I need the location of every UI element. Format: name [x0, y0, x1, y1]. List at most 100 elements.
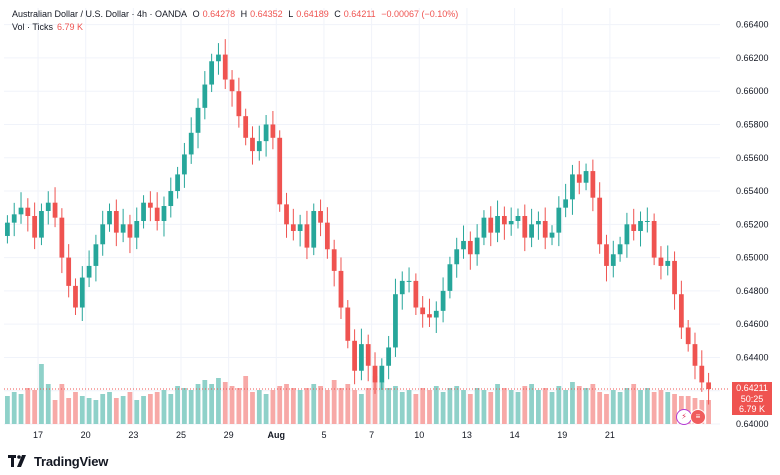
candle-body [216, 54, 221, 62]
candle-body [222, 54, 228, 80]
volume-bar [39, 364, 44, 424]
candle-body [25, 207, 31, 216]
candle-body [250, 137, 255, 152]
candle-body [161, 206, 167, 221]
volume-bar [209, 384, 215, 424]
volume-bar [290, 388, 296, 424]
candle-body [542, 220, 548, 238]
candle-body [508, 220, 514, 225]
volume-bar [250, 392, 255, 424]
candle-body [182, 154, 187, 175]
y-tick-label: 0.65800 [736, 119, 769, 129]
volume-bar [263, 394, 269, 424]
volume-bar [25, 388, 31, 424]
volume-bar [488, 392, 494, 424]
volume-bar [651, 392, 657, 424]
volume-bar [590, 384, 596, 424]
candle-body [134, 220, 140, 238]
us-flag-icon[interactable]: ≡ [690, 409, 706, 425]
candle-body [338, 270, 344, 308]
candle-body [11, 214, 17, 223]
volume-bar [610, 390, 616, 424]
candle-body [651, 220, 657, 258]
volume-bar [399, 392, 405, 424]
y-tick-label: 0.64800 [736, 286, 769, 296]
volume-bar [549, 392, 555, 424]
y-tick-label: 0.64600 [736, 319, 769, 329]
y-tick-label: 0.66000 [736, 86, 769, 96]
candle-body [154, 207, 160, 221]
volume-bar [501, 388, 507, 424]
volume-bar [195, 384, 201, 424]
candle-body [107, 211, 112, 225]
candle-body [277, 137, 283, 205]
volume-bar [113, 398, 119, 424]
volume-bar [277, 386, 283, 424]
candle-body [263, 124, 269, 142]
volume-bar [447, 388, 453, 424]
candle-body [474, 237, 480, 255]
volume-bar [372, 376, 378, 424]
candle-body [175, 174, 180, 192]
volume-bar [5, 396, 10, 424]
candle-body [66, 257, 72, 286]
candle-body [631, 224, 637, 231]
volume-bar [597, 392, 603, 424]
x-tick-label: 19 [557, 430, 567, 440]
volume-bar [45, 384, 51, 424]
volume-bar [18, 394, 24, 424]
candle-body [393, 294, 398, 348]
volume-bar [161, 390, 167, 424]
candle-body [86, 265, 92, 278]
candle-body [229, 79, 235, 92]
candle-body [5, 222, 10, 236]
candle-body [685, 327, 691, 345]
tradingview-logo[interactable]: TradingView [8, 454, 108, 469]
candle-body [93, 244, 99, 266]
volume-bar [318, 386, 323, 424]
volume-bar [672, 394, 677, 424]
volume-bar [576, 386, 582, 424]
volume-bar [59, 384, 65, 424]
volume-bar [359, 394, 364, 424]
candle-body [610, 254, 616, 266]
volume-legend-value: 6.79 K [57, 22, 84, 32]
volume-bar [236, 388, 242, 424]
volume-bar [100, 394, 106, 424]
volume-bar [120, 396, 126, 424]
volume-price-tag: 6.79 K [732, 404, 772, 415]
candle-body [331, 249, 337, 271]
volume-bar [107, 392, 112, 424]
last-price-tag: 0.64211 50:25 [732, 382, 772, 405]
candle-body [79, 277, 85, 308]
candle-body [379, 365, 385, 383]
candle-body [324, 222, 330, 250]
volume-bar [638, 390, 643, 424]
candle-body [536, 220, 541, 225]
volume-bar [93, 400, 99, 424]
candle-body [481, 217, 487, 238]
candle-body [365, 344, 371, 366]
candle-body [32, 216, 38, 238]
candle-body [311, 211, 317, 248]
volume-bar [32, 390, 38, 424]
volume-bar [243, 376, 249, 424]
x-tick-label: 29 [224, 430, 234, 440]
volume-bar [222, 382, 228, 424]
candle-body [147, 202, 153, 208]
last-price-value: 0.64211 [736, 383, 768, 393]
y-tick-label: 0.64000 [736, 419, 769, 429]
y-tick-label: 0.66400 [736, 20, 769, 30]
open-value: 0.64278 [202, 9, 236, 19]
candle-body [209, 61, 215, 85]
volume-bar [270, 390, 276, 424]
candle-body [168, 191, 174, 207]
open-label: O [192, 9, 200, 19]
volume-bar [331, 380, 337, 424]
volume-bar [304, 388, 310, 424]
volume-bar [338, 388, 344, 424]
x-tick-label: 14 [510, 430, 520, 440]
volume-bar [454, 386, 460, 424]
